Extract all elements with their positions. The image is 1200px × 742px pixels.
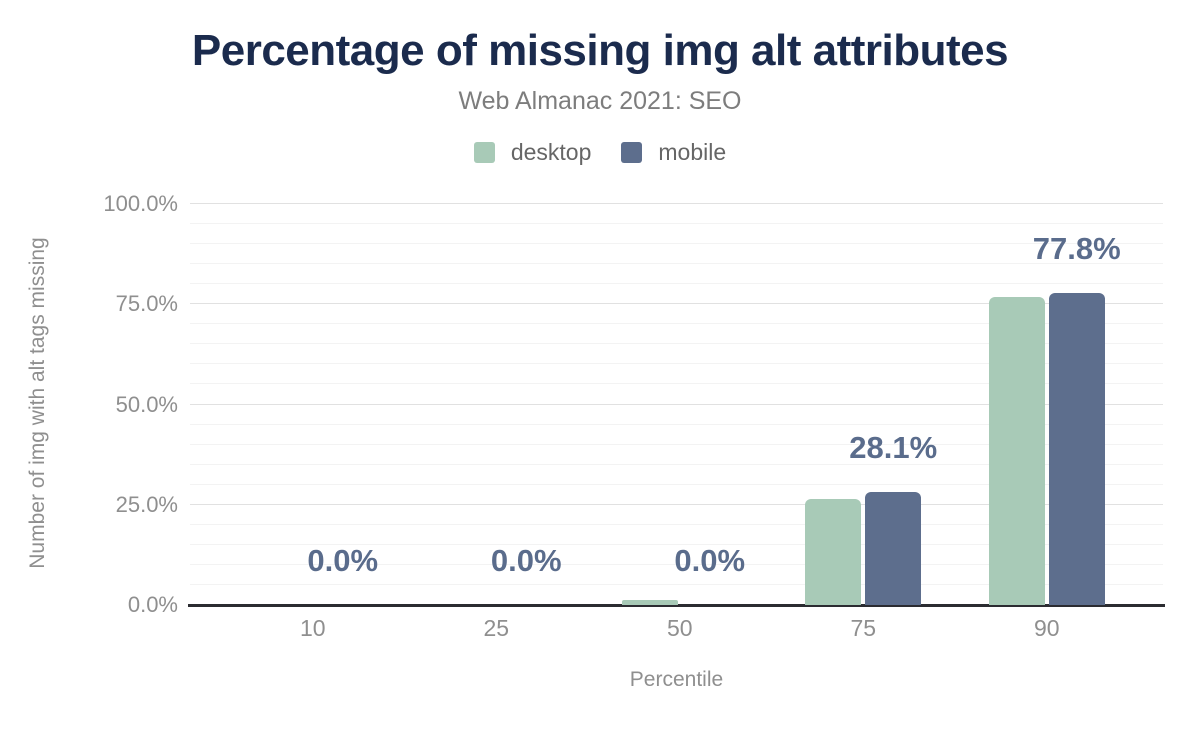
desktop-bar-p50[interactable] — [621, 600, 678, 605]
legend-item-desktop[interactable]: desktop — [473, 139, 592, 166]
mobile-bar-p75[interactable] — [865, 492, 922, 605]
y-tick-label: 75.0% — [115, 291, 178, 317]
major-gridline — [190, 403, 1163, 405]
y-tick-label: 25.0% — [115, 491, 178, 517]
minor-gridline — [190, 283, 1163, 285]
chart-title: Percentage of missing img alt attributes — [191, 26, 1009, 75]
mobile-bar-p90[interactable] — [1048, 293, 1105, 605]
y-tick-label: 100.0% — [103, 191, 178, 216]
minor-gridline — [190, 463, 1163, 465]
data-label-p90: 77.8% — [1032, 231, 1121, 267]
major-gridline — [190, 303, 1163, 305]
x-axis-title: Percentile — [629, 668, 724, 691]
desktop-bar-p90[interactable] — [988, 297, 1045, 605]
legend-item-mobile[interactable]: mobile — [621, 139, 726, 166]
minor-gridline — [190, 523, 1163, 525]
x-tick-label-75: 75 — [850, 615, 877, 641]
minor-gridline — [190, 383, 1163, 385]
x-axis-line — [188, 604, 1165, 607]
legend-swatch-desktop — [473, 142, 495, 163]
major-gridline — [190, 503, 1163, 505]
minor-gridline — [190, 323, 1163, 325]
data-label-p10: 0.0% — [307, 543, 379, 578]
legend-label-desktop: desktop — [510, 139, 592, 165]
data-label-p50: 0.0% — [674, 543, 746, 578]
x-tick-label-90: 90 — [1033, 615, 1060, 641]
x-tick-label-25: 25 — [483, 615, 510, 641]
data-label-p25: 0.0% — [490, 543, 562, 578]
x-tick-label-10: 10 — [299, 615, 326, 641]
minor-gridline — [190, 223, 1163, 225]
major-gridline — [190, 203, 1163, 204]
minor-gridline — [190, 263, 1163, 265]
minor-gridline — [190, 343, 1163, 345]
desktop-bar-p75[interactable] — [805, 499, 862, 605]
chart-subtitle: Web Almanac 2021: SEO — [458, 87, 742, 115]
plot-area: 0.0% 0.0% 0.0% 28.1% 77.8% — [188, 203, 1165, 607]
minor-gridline — [190, 243, 1163, 245]
minor-gridline — [190, 483, 1163, 485]
y-tick-label: 50.0% — [115, 391, 178, 417]
minor-gridline — [190, 563, 1163, 565]
minor-gridline — [190, 583, 1163, 585]
minor-gridline — [190, 423, 1163, 425]
data-label-p75: 28.1% — [849, 430, 938, 466]
legend: desktop mobile — [0, 139, 1200, 166]
minor-gridline — [190, 443, 1163, 445]
minor-gridline — [190, 543, 1163, 545]
y-axis-title: Number of img with alt tags missing — [26, 237, 49, 569]
x-tick-label-50: 50 — [666, 615, 693, 641]
y-tick-label: 0.0% — [127, 592, 178, 617]
legend-swatch-mobile — [621, 142, 643, 163]
legend-label-mobile: mobile — [658, 139, 727, 165]
minor-gridline — [190, 363, 1163, 365]
